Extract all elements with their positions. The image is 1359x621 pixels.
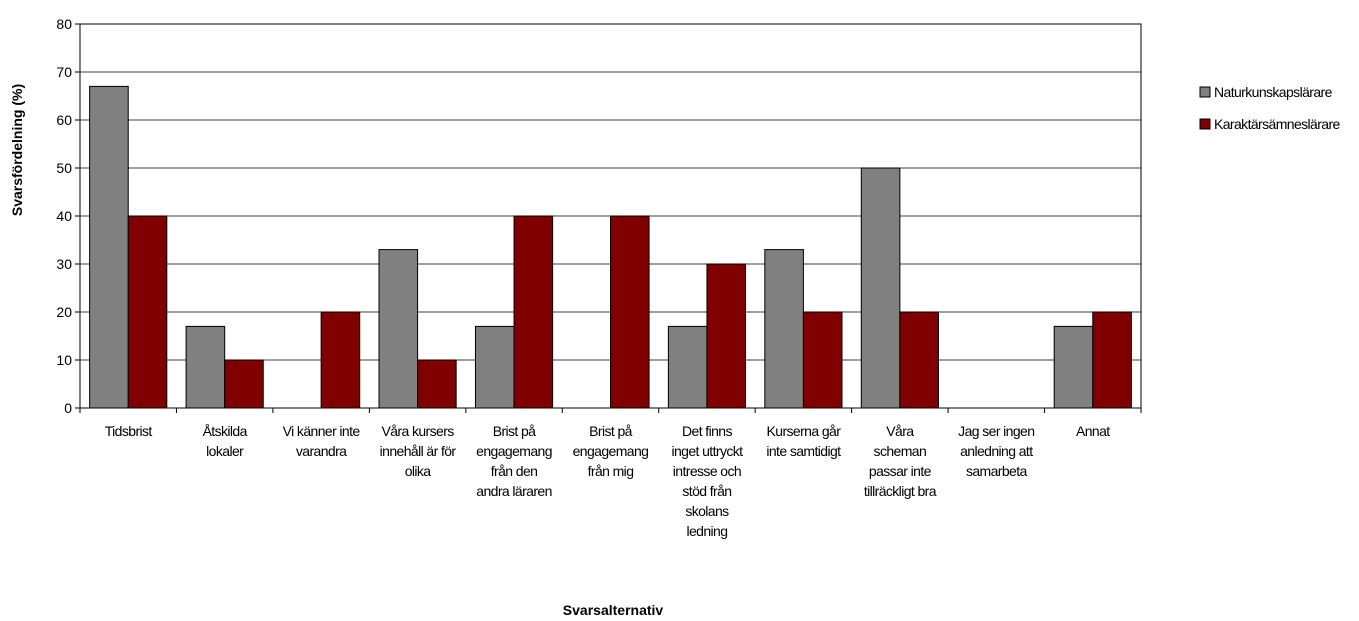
x-tick-label: Våra kursers innehåll är för olika — [380, 423, 457, 479]
y-axis: 0 10 20 30 40 50 60 70 80 — [56, 16, 80, 416]
y-tick-label: 50 — [56, 160, 72, 176]
bar-karaktarsamne-3 — [417, 359, 457, 409]
x-tick-label: Tidsbrist — [105, 423, 153, 439]
legend-swatch — [1199, 86, 1211, 98]
x-tick-label: Brist på engagemang från den andra läraren — [476, 423, 552, 499]
bar-karaktarsamne-2 — [320, 311, 361, 409]
x-tick-label: Annat — [1076, 423, 1110, 439]
bar-karaktarsamne-6 — [706, 263, 747, 409]
bar-karaktarsamne-8 — [899, 311, 939, 409]
x-tick-label: Våra scheman passar inte tillräckligt bra — [864, 423, 937, 499]
bar-naturkunskap-4 — [474, 325, 515, 409]
bar-karaktarsamne-10 — [1092, 311, 1132, 409]
bar-naturkunskap-10 — [1053, 325, 1094, 409]
x-axis-title: Svarsalternativ — [563, 602, 664, 618]
x-tick-label: Jag ser ingen anledning att samarbeta — [958, 423, 1034, 479]
bar-karaktarsamne-0 — [127, 215, 168, 409]
y-tick-label: 80 — [56, 16, 72, 32]
y-tick-label: 10 — [56, 352, 72, 368]
legend-label: Naturkunskapslärare — [1214, 84, 1333, 100]
x-axis: Tidsbrist Åtskilda lokaler Vi känner inte va… — [79, 408, 1142, 539]
x-tick-label: Det finns inget uttryckt intresse och stöd … — [671, 423, 743, 539]
legend: Naturkunskapslärare Karaktärsämneslärare — [1199, 84, 1341, 132]
bar-naturkunskap-0 — [89, 85, 129, 409]
bars — [89, 85, 1132, 409]
x-tick-label: Kurserna går inte samtidigt — [766, 423, 841, 459]
bar-karaktarsamne-4 — [513, 215, 554, 409]
bar-naturkunskap-1 — [185, 325, 226, 409]
legend-item: Karaktärsämneslärare — [1199, 116, 1341, 132]
y-tick-label: 70 — [56, 64, 72, 80]
y-tick-label: 20 — [56, 304, 72, 320]
y-tick-label: 0 — [64, 400, 72, 416]
y-tick-label: 60 — [56, 112, 72, 128]
bar-karaktarsamne-1 — [224, 359, 264, 409]
y-tick-label: 30 — [56, 256, 72, 272]
legend-label: Karaktärsämneslärare — [1214, 116, 1341, 132]
legend-swatch — [1199, 118, 1211, 130]
x-tick-label: Åtskilda lokaler — [203, 423, 248, 459]
bar-karaktarsamne-5 — [610, 215, 650, 409]
y-axis-title: Svarsfördelning (%) — [9, 84, 25, 216]
legend-item: Naturkunskapslärare — [1199, 84, 1333, 100]
bar-naturkunskap-7 — [764, 249, 804, 409]
bar-naturkunskap-8 — [860, 167, 901, 409]
bar-naturkunskap-6 — [667, 325, 708, 409]
bar-naturkunskap-3 — [378, 249, 419, 409]
y-tick-label: 40 — [56, 208, 72, 224]
bar-karaktarsamne-7 — [802, 311, 843, 409]
x-tick-label: Vi känner inte varandra — [283, 423, 361, 459]
x-tick-label: Brist på engagemang från mig — [573, 423, 649, 479]
